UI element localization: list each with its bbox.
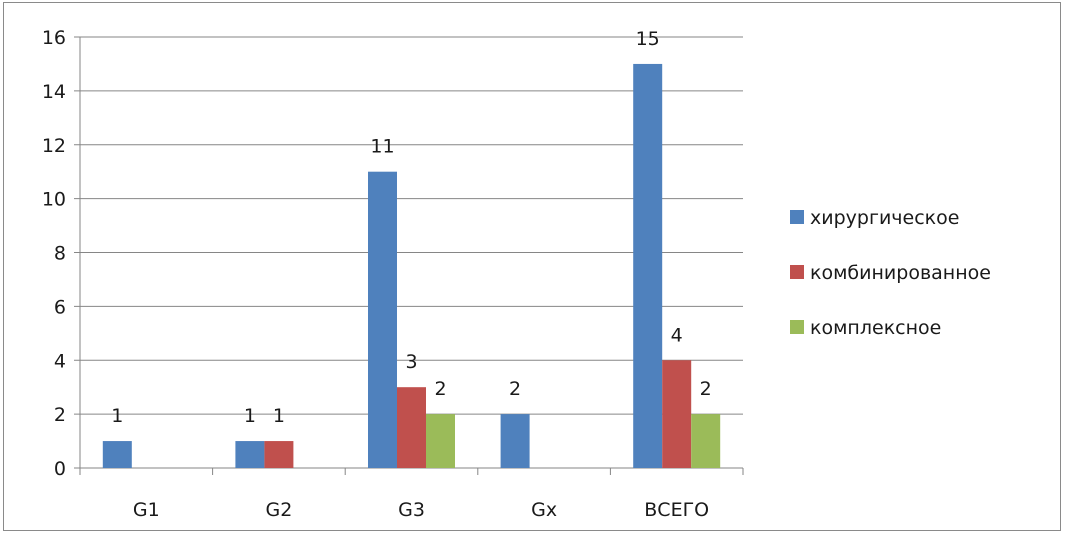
bar <box>235 441 265 468</box>
y-tick-label: 12 <box>42 135 66 157</box>
bar <box>662 360 692 468</box>
bar <box>102 441 132 468</box>
x-tick-label: Gx <box>531 499 557 521</box>
legend-label: комплексное <box>810 317 941 339</box>
gridlines <box>80 36 743 415</box>
data-label: 11 <box>370 136 394 158</box>
bar <box>500 414 530 468</box>
legend-swatch <box>790 265 804 279</box>
data-label: 1 <box>244 405 256 427</box>
data-label: 4 <box>671 324 683 346</box>
x-tick-label: G2 <box>265 499 292 521</box>
y-tick-label: 6 <box>54 296 66 318</box>
x-tick-label: G1 <box>133 499 160 521</box>
bar <box>691 414 721 468</box>
y-tick-label: 16 <box>42 27 66 49</box>
legend-label: комбинированное <box>810 262 991 284</box>
x-tick-label: G3 <box>398 499 425 521</box>
bars <box>102 63 721 468</box>
bar <box>264 441 294 468</box>
data-label: 1 <box>273 405 285 427</box>
data-label: 1 <box>111 405 123 427</box>
legend-swatch <box>790 320 804 334</box>
y-tick-label: 2 <box>54 404 66 426</box>
x-tick-label: ВСЕГО <box>644 499 709 521</box>
bar <box>397 387 426 468</box>
y-tick-label: 10 <box>42 189 66 211</box>
data-label: 3 <box>405 351 417 373</box>
legend-swatch <box>790 210 804 224</box>
data-label: 2 <box>700 378 712 400</box>
bar <box>426 414 455 468</box>
y-tick-label: 8 <box>54 243 66 265</box>
y-tick-label: 4 <box>54 350 66 372</box>
chart-frame <box>3 2 1061 531</box>
bar <box>633 63 663 468</box>
data-label: 2 <box>434 378 446 400</box>
y-tick-label: 14 <box>42 81 66 103</box>
data-label: 2 <box>509 378 521 400</box>
data-label: 15 <box>636 28 660 50</box>
legend: хирургическое комбинированное комплексное <box>790 207 991 339</box>
y-tick-label: 0 <box>54 458 66 480</box>
legend-label: хирургическое <box>810 207 959 229</box>
bar <box>368 171 397 468</box>
